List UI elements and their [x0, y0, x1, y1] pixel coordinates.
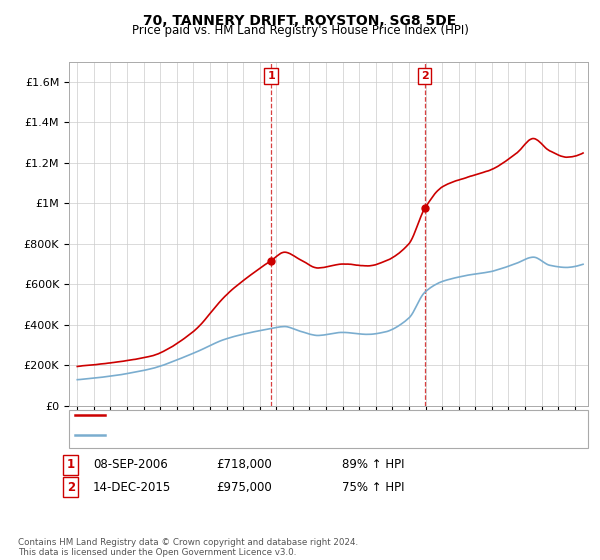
- Text: 70, TANNERY DRIFT, ROYSTON, SG8 5DE (detached house): 70, TANNERY DRIFT, ROYSTON, SG8 5DE (det…: [111, 410, 415, 420]
- Text: 70, TANNERY DRIFT, ROYSTON, SG8 5DE: 70, TANNERY DRIFT, ROYSTON, SG8 5DE: [143, 14, 457, 28]
- Text: 08-SEP-2006: 08-SEP-2006: [93, 458, 168, 472]
- Text: £975,000: £975,000: [216, 480, 272, 494]
- Text: 1: 1: [267, 71, 275, 81]
- Text: 2: 2: [421, 71, 429, 81]
- Text: 1: 1: [67, 458, 75, 472]
- Text: 89% ↑ HPI: 89% ↑ HPI: [342, 458, 404, 472]
- Text: HPI: Average price, detached house, North Hertfordshire: HPI: Average price, detached house, Nort…: [111, 430, 406, 440]
- Text: 14-DEC-2015: 14-DEC-2015: [93, 480, 171, 494]
- Text: 2: 2: [67, 480, 75, 494]
- Text: Price paid vs. HM Land Registry's House Price Index (HPI): Price paid vs. HM Land Registry's House …: [131, 24, 469, 37]
- Text: 75% ↑ HPI: 75% ↑ HPI: [342, 480, 404, 494]
- Text: £718,000: £718,000: [216, 458, 272, 472]
- Text: Contains HM Land Registry data © Crown copyright and database right 2024.
This d: Contains HM Land Registry data © Crown c…: [18, 538, 358, 557]
